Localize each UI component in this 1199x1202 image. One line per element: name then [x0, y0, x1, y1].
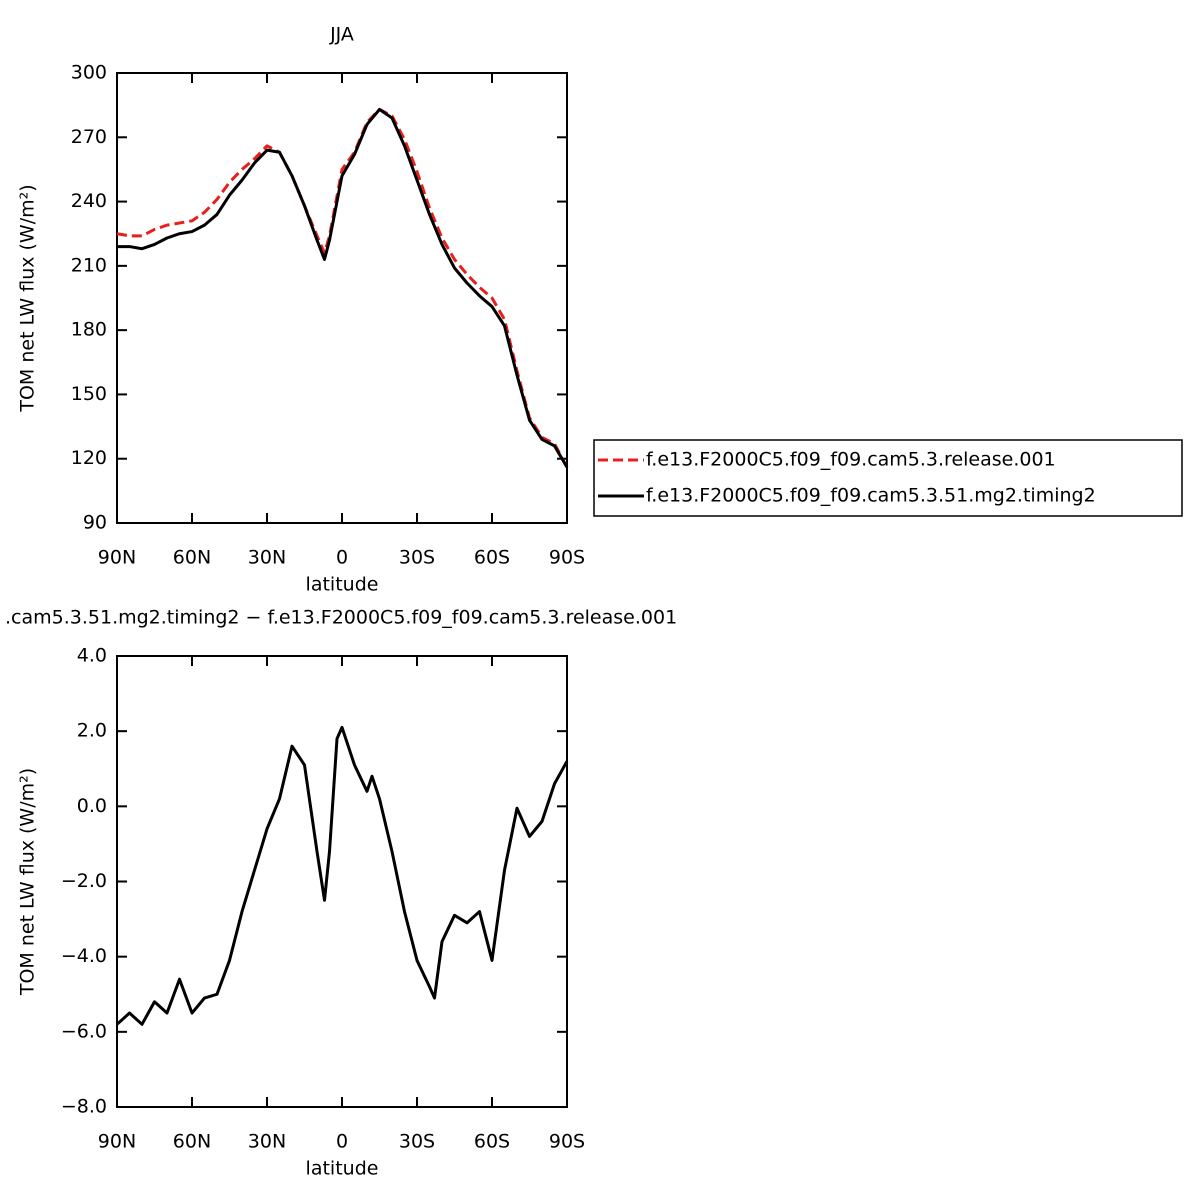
y-tick-label: 120 [71, 447, 107, 469]
x-tick-label: 0 [336, 547, 348, 569]
x-tick-label: 90N [98, 1131, 136, 1153]
x-axis-label: latitude [306, 1158, 379, 1180]
x-tick-label: 60S [474, 547, 510, 569]
y-tick-label: 210 [71, 254, 107, 276]
y-tick-label: 0.0 [77, 795, 107, 817]
data-line [117, 107, 569, 469]
y-tick-label: 300 [71, 62, 107, 84]
x-tick-label: 0 [336, 1131, 348, 1153]
legend-label: f.e13.F2000C5.f09_f09.cam5.3.release.001 [646, 449, 1056, 471]
x-tick-label: 30S [399, 1131, 435, 1153]
x-tick-label: 60N [173, 1131, 211, 1153]
y-tick-label: −6.0 [61, 1020, 107, 1042]
y-tick-label: 180 [71, 319, 107, 341]
y-tick-label: 240 [71, 190, 107, 212]
y-tick-label: −2.0 [61, 870, 107, 892]
data-line [115, 725, 569, 1026]
chart-title: .cam5.3.51.mg2.timing2 − f.e13.F2000C5.f… [5, 607, 677, 629]
y-tick-label: 150 [71, 383, 107, 405]
y-tick-label: 4.0 [77, 645, 107, 667]
x-tick-label: 90S [549, 1131, 585, 1153]
x-tick-label: 30S [399, 547, 435, 569]
chart-title: JJA [329, 24, 354, 46]
x-tick-label: 60S [474, 1131, 510, 1153]
y-tick-label: −8.0 [61, 1096, 107, 1118]
x-tick-label: 60N [173, 547, 211, 569]
plot-frame [116, 72, 568, 524]
x-tick-label: 30N [248, 547, 286, 569]
x-axis-label: latitude [306, 574, 379, 596]
x-tick-label: 90N [98, 547, 136, 569]
plot-frame [116, 655, 568, 1108]
y-tick-label: 2.0 [77, 720, 107, 742]
legend-label: f.e13.F2000C5.f09_f09.cam5.3.51.mg2.timi… [646, 485, 1096, 507]
y-tick-label: 90 [83, 512, 107, 534]
data-line [116, 107, 569, 468]
legend-box [593, 439, 1183, 517]
y-axis-label: TOM net LW flux (W/m²) [17, 768, 39, 996]
y-axis-label: TOM net LW flux (W/m²) [17, 184, 39, 412]
y-tick-label: −4.0 [61, 945, 107, 967]
y-tick-label: 270 [71, 126, 107, 148]
x-tick-label: 90S [549, 547, 585, 569]
x-tick-label: 30N [248, 1131, 286, 1153]
